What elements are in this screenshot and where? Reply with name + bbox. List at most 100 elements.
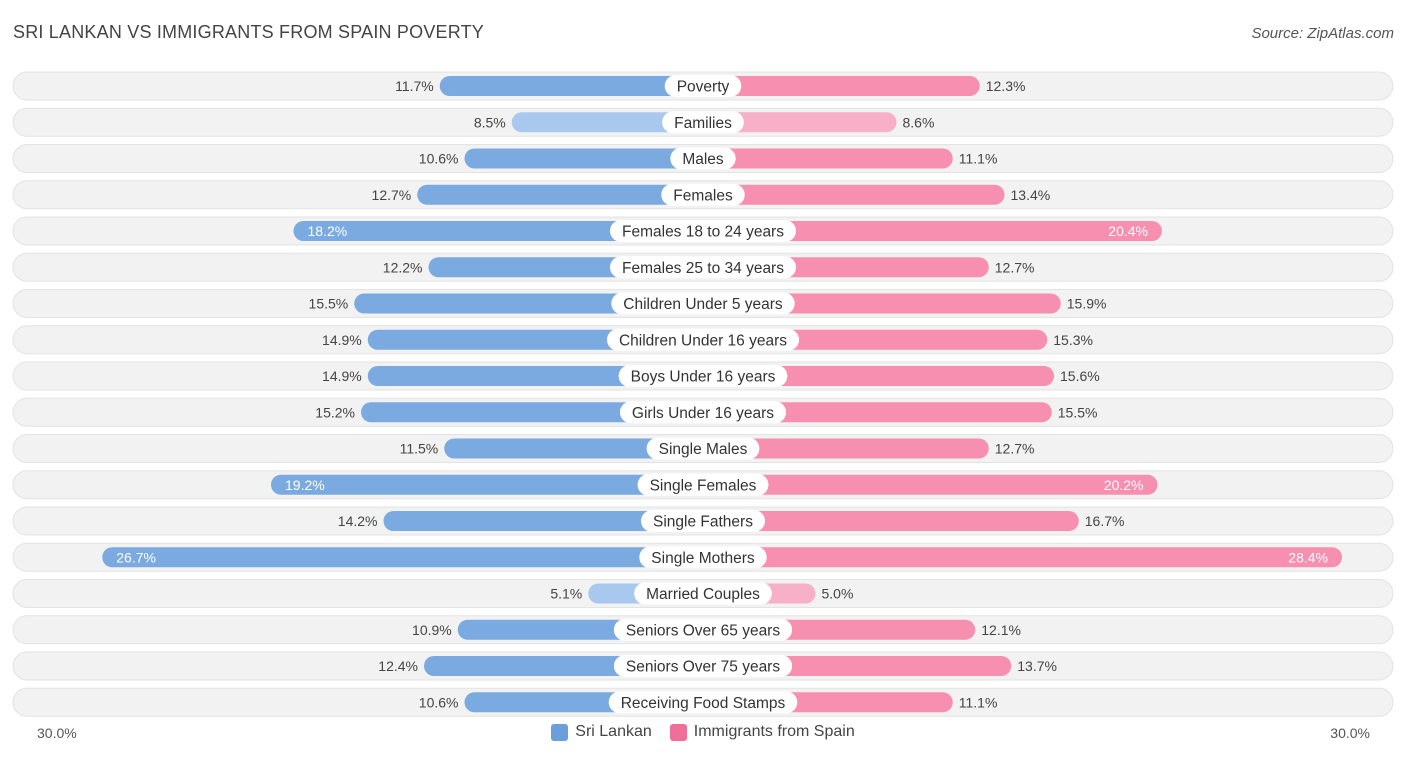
- value-immigrants-from-spain-boys-under-16-years: 15.6%: [1060, 368, 1100, 384]
- category-pill-poverty: [664, 75, 742, 97]
- category-label-females: Females: [673, 187, 733, 204]
- category-pill-single-fathers: [641, 510, 765, 532]
- diverging-bar-chart: 11.7% 12.3% Poverty 8.5% 8.6% Families 10.6% 11…: [12, 71, 1394, 717]
- bar-sri-lankan-single-mothers: [102, 547, 703, 568]
- legend-label-sri-lankan: Sri Lankan: [575, 723, 652, 740]
- legend-label-immigrants-from-spain: Immigrants from Spain: [693, 723, 855, 740]
- bar-sri-lankan-girls-under-16-years: [361, 402, 703, 423]
- bar-immigrants-from-spain-families: [703, 112, 897, 133]
- bar-immigrants-from-spain-boys-under-16-years: [703, 366, 1054, 386]
- category-label-single-females: Single Females: [650, 477, 757, 494]
- bar-immigrants-from-spain-poverty: [703, 76, 980, 96]
- value-sri-lankan-boys-under-16-years: 14.9%: [322, 368, 362, 384]
- category-label-single-males: Single Males: [659, 441, 748, 458]
- category-label-girls-under-16-years: Girls Under 16 years: [632, 405, 774, 422]
- value-sri-lankan-single-fathers: 14.2%: [338, 513, 378, 529]
- value-sri-lankan-females-18-to-24-years: 18.2%: [308, 223, 348, 239]
- bar-sri-lankan-males: [464, 148, 703, 169]
- value-immigrants-from-spain-children-under-5-years: 15.9%: [1067, 296, 1107, 312]
- category-pill-females: [661, 183, 745, 206]
- category-pill-seniors-over-75-years: [613, 655, 793, 677]
- chart-title: SRI LANKAN VS IMMIGRANTS FROM SPAIN POVE…: [13, 22, 485, 42]
- bar-immigrants-from-spain-single-males: [703, 438, 989, 459]
- bar-immigrants-from-spain-single-fathers: [703, 511, 1079, 531]
- value-immigrants-from-spain-males: 11.1%: [959, 151, 998, 167]
- category-pill-seniors-over-65-years: [613, 618, 793, 641]
- value-sri-lankan-females: 12.7%: [372, 187, 412, 203]
- value-immigrants-from-spain-single-fathers: 16.7%: [1085, 513, 1125, 529]
- legend-item-immigrants-from-spain: Immigrants from Spain: [669, 723, 855, 741]
- category-pill-girls-under-16-years: [619, 401, 787, 424]
- source-label: Source: ZipAtlas.com: [1251, 25, 1394, 42]
- bar-sri-lankan-females: [417, 184, 703, 205]
- value-sri-lankan-males: 10.6%: [419, 151, 459, 167]
- value-immigrants-from-spain-single-females: 20.2%: [1104, 477, 1144, 493]
- bar-immigrants-from-spain-females: [703, 184, 1005, 205]
- value-sri-lankan-receiving-food-stamps: 10.6%: [419, 694, 459, 710]
- bar-immigrants-from-spain-males: [703, 148, 953, 169]
- category-pill-families: [662, 111, 744, 134]
- bar-sri-lankan-single-fathers: [383, 511, 703, 531]
- category-label-married-couples: Married Couples: [646, 586, 760, 603]
- axis-right-label: 30.0%: [1330, 725, 1370, 741]
- value-immigrants-from-spain-females: 13.4%: [1011, 187, 1051, 203]
- value-sri-lankan-single-males: 11.5%: [400, 441, 439, 457]
- bar-sri-lankan-poverty: [439, 76, 703, 96]
- value-sri-lankan-females-25-to-34-years: 12.2%: [383, 259, 423, 275]
- value-immigrants-from-spain-poverty: 12.3%: [986, 78, 1026, 94]
- value-sri-lankan-families: 8.5%: [474, 114, 506, 130]
- value-immigrants-from-spain-children-under-16-years: 15.3%: [1053, 332, 1093, 348]
- value-immigrants-from-spain-seniors-over-65-years: 12.1%: [981, 622, 1021, 638]
- category-pill-married-couples: [634, 582, 772, 605]
- value-sri-lankan-girls-under-16-years: 15.2%: [315, 404, 355, 420]
- value-immigrants-from-spain-single-mothers: 28.4%: [1288, 549, 1328, 565]
- value-sri-lankan-married-couples: 5.1%: [550, 586, 582, 602]
- value-sri-lankan-poverty: 11.7%: [395, 78, 434, 94]
- category-pill-children-under-16-years: [606, 328, 800, 351]
- category-label-single-fathers: Single Fathers: [653, 514, 753, 531]
- value-immigrants-from-spain-seniors-over-75-years: 13.7%: [1017, 658, 1057, 674]
- legend: Sri Lankan Immigrants from Spain: [0, 723, 1406, 741]
- bar-sri-lankan-single-males: [444, 438, 703, 459]
- category-label-children-under-16-years: Children Under 16 years: [619, 332, 787, 349]
- category-label-single-mothers: Single Mothers: [651, 550, 755, 567]
- legend-swatch-immigrants-from-spain: [669, 723, 687, 741]
- value-immigrants-from-spain-receiving-food-stamps: 11.1%: [959, 694, 998, 710]
- value-sri-lankan-children-under-5-years: 15.5%: [309, 296, 349, 312]
- category-label-males: Males: [682, 151, 724, 168]
- value-immigrants-from-spain-married-couples: 5.0%: [822, 586, 854, 602]
- category-pill-single-females: [637, 473, 769, 496]
- value-immigrants-from-spain-families: 8.6%: [903, 114, 935, 130]
- category-pill-single-mothers: [639, 546, 767, 569]
- category-pill-females-18-to-24-years: [610, 220, 796, 242]
- legend-swatch-sri-lankan: [551, 723, 569, 741]
- category-label-seniors-over-75-years: Seniors Over 75 years: [626, 659, 780, 676]
- category-label-females-25-to-34-years: Females 25 to 34 years: [622, 260, 784, 277]
- bar-sri-lankan-boys-under-16-years: [367, 366, 703, 386]
- bar-immigrants-from-spain-girls-under-16-years: [703, 402, 1052, 423]
- bar-sri-lankan-females-18-to-24-years: [293, 221, 703, 241]
- value-immigrants-from-spain-girls-under-16-years: 15.5%: [1058, 404, 1098, 420]
- category-label-females-18-to-24-years: Females 18 to 24 years: [622, 224, 784, 241]
- category-label-children-under-5-years: Children Under 5 years: [623, 296, 783, 313]
- value-immigrants-from-spain-females-25-to-34-years: 12.7%: [995, 259, 1035, 275]
- value-sri-lankan-single-mothers: 26.7%: [116, 549, 156, 565]
- bar-immigrants-from-spain-females-18-to-24-years: [703, 221, 1162, 241]
- category-pill-males: [670, 147, 736, 170]
- bar-sri-lankan-families: [511, 112, 703, 133]
- category-pill-boys-under-16-years: [618, 365, 788, 387]
- value-immigrants-from-spain-females-18-to-24-years: 20.4%: [1108, 223, 1148, 239]
- bar-sri-lankan-single-females: [271, 474, 703, 495]
- bar-immigrants-from-spain-single-mothers: [703, 547, 1342, 568]
- value-sri-lankan-seniors-over-75-years: 12.4%: [378, 658, 418, 674]
- category-label-seniors-over-65-years: Seniors Over 65 years: [626, 622, 780, 639]
- category-pill-single-males: [646, 437, 760, 460]
- value-sri-lankan-single-females: 19.2%: [285, 477, 325, 493]
- category-pill-children-under-5-years: [611, 292, 795, 315]
- bar-immigrants-from-spain-single-females: [703, 474, 1158, 495]
- category-label-poverty: Poverty: [677, 79, 730, 96]
- category-label-receiving-food-stamps: Receiving Food Stamps: [621, 695, 786, 712]
- value-immigrants-from-spain-single-males: 12.7%: [995, 441, 1035, 457]
- value-sri-lankan-children-under-16-years: 14.9%: [322, 332, 362, 348]
- axis-left-label: 30.0%: [37, 725, 77, 741]
